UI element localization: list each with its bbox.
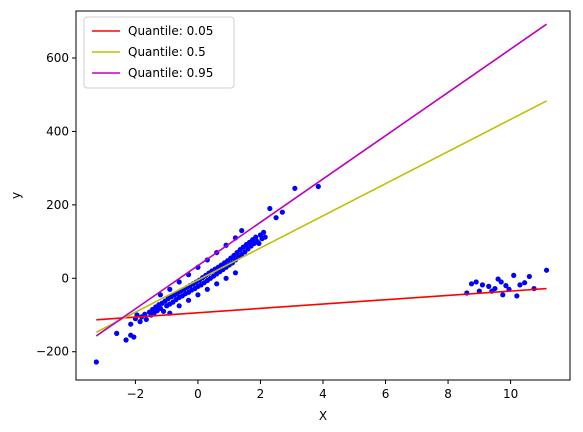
scatter-point (486, 283, 492, 289)
quantile-line-0 (96, 287, 547, 321)
scatter-point (292, 185, 298, 191)
scatter-point (167, 286, 173, 292)
scatter-point (195, 292, 201, 298)
scatter-point (498, 279, 504, 285)
scatter-point (279, 209, 285, 215)
x-tick-label: 2 (257, 387, 265, 401)
axis-ticks: −2 0 2 4 6 8 10 −200 0 200 400 600 (36, 51, 518, 401)
x-tick-label: 10 (503, 387, 518, 401)
scatter-point (273, 215, 279, 221)
scatter-point (239, 227, 245, 234)
x-tick-label: −2 (127, 387, 145, 401)
data-layer (93, 23, 550, 365)
legend: Quantile: 0.05 Quantile: 0.5 Quantile: 0.9… (83, 16, 235, 89)
scatter-point (517, 282, 523, 288)
scatter-point (522, 280, 528, 286)
scatter-point (143, 316, 149, 323)
scatter-point (128, 321, 134, 327)
scatter-point (157, 292, 164, 298)
scatter-point (214, 281, 220, 287)
scatter-point (543, 267, 550, 273)
y-tick-label: 0 (61, 271, 69, 285)
y-axis-label: y (9, 192, 23, 199)
legend-label: Quantile: 0.5 (128, 45, 206, 59)
scatter-point (260, 229, 267, 235)
scatter-point (114, 330, 120, 336)
x-tick-label: 0 (194, 387, 202, 401)
scatter-point (267, 205, 273, 212)
scatter-point (232, 270, 239, 276)
scatter-point (253, 234, 259, 240)
x-axis-label: X (319, 409, 327, 423)
legend-box (83, 16, 235, 89)
scatter-point (526, 273, 532, 280)
y-tick-label: 200 (46, 198, 69, 212)
scatter-point (315, 183, 321, 190)
scatter-point (185, 297, 192, 303)
scatter-point (223, 275, 229, 281)
scatter-point (176, 303, 182, 309)
scatter-point (93, 359, 99, 365)
scatter-point (468, 281, 475, 287)
quantile-line-2 (95, 23, 548, 337)
legend-label: Quantile: 0.95 (128, 66, 213, 80)
y-tick-label: 600 (46, 51, 69, 65)
x-tick-label: 4 (319, 387, 327, 401)
scatter-point (503, 283, 509, 289)
scatter-point (511, 272, 517, 278)
scatter-point (262, 234, 268, 240)
y-tick-label: −200 (36, 345, 69, 359)
scatter-point (176, 279, 182, 285)
scatter-point (123, 337, 129, 343)
scatter-point (160, 308, 167, 314)
scatter-point (131, 334, 137, 340)
scatter-point (256, 240, 262, 247)
x-tick-label: 6 (382, 387, 390, 401)
scatter-point (514, 293, 520, 299)
scatter-point (204, 286, 210, 292)
legend-label: Quantile: 0.05 (128, 24, 213, 38)
scatter-point (479, 282, 486, 288)
scatter-point (473, 279, 479, 285)
scatter-point (500, 292, 506, 298)
scatter-point (137, 319, 143, 325)
y-tick-label: 400 (46, 124, 69, 138)
quantile-line-1 (95, 100, 547, 333)
x-tick-label: 8 (444, 387, 452, 401)
